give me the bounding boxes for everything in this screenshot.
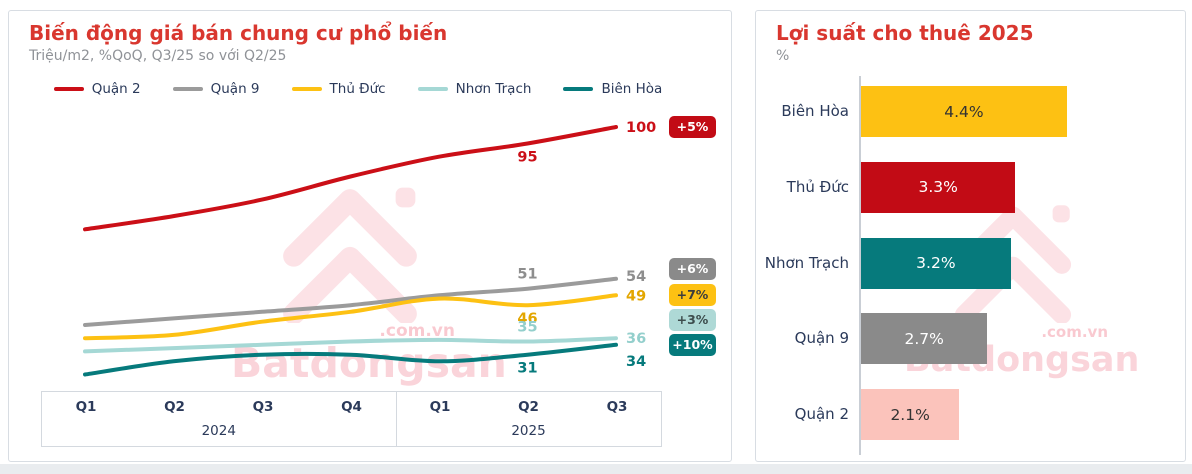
legend-item: Nhơn Trạch (417, 81, 532, 97)
x-axis-quarter-label: Q3 (252, 399, 274, 415)
bar: 3.2% (861, 237, 1011, 289)
legend-swatch (291, 87, 322, 91)
legend-label: Biên Hòa (601, 81, 663, 97)
page-title: Biến động giá bán chung cư phổ biến (29, 21, 448, 45)
legend-label: Quận 9 (210, 81, 260, 97)
legend-swatch (417, 87, 448, 91)
series-end-label: 100 (626, 120, 656, 136)
legend-label: Thủ Đức (329, 81, 386, 97)
change-badge: +5% (669, 116, 716, 138)
bar-chart-axis-line (859, 76, 861, 455)
series-end-label: 49 (626, 288, 646, 304)
x-axis-quarter-label: Q1 (75, 399, 97, 415)
change-badge: +10% (669, 334, 716, 356)
x-axis: Q1 Q2 Q3 Q4 Q1 Q2 Q3 2024 2025 (41, 391, 662, 447)
bar-category-label: Quận 9 (794, 329, 849, 348)
series-mid-label: 35 (517, 320, 537, 336)
series-line (83, 342, 618, 377)
bar-category-label: Nhơn Trạch (764, 253, 849, 272)
rental-yield-chart-panel: Lợi suất cho thuê 2025 % .com.vn Batdong… (755, 10, 1186, 462)
bar: 3.3% (861, 161, 1016, 213)
x-axis-quarter-label: Q3 (606, 399, 628, 415)
bar-category-label: Thủ Đức (786, 177, 849, 196)
chart-legend: Quận 2 Quận 9 Thủ Đức Nhơn Trạch Biên Hòa (9, 81, 707, 97)
bar-category-label: Biên Hòa (781, 102, 849, 120)
legend-item: Biên Hòa (563, 81, 662, 97)
line-chart: 100 95 54 51 49 46 36 35 34 31 (83, 120, 656, 377)
legend-item: Quận 2 (53, 81, 141, 97)
legend-swatch (172, 87, 203, 91)
x-axis-year-label: 2025 (511, 423, 546, 439)
series-end-label: 54 (626, 269, 646, 285)
x-axis-quarter-label: Q2 (518, 399, 539, 415)
legend-label: Quận 2 (91, 81, 141, 97)
change-badge: +7% (669, 284, 716, 306)
x-axis-quarter-label: Q1 (429, 399, 451, 415)
page-bottom-strip (0, 464, 1192, 474)
legend-swatch (53, 87, 84, 91)
series-mid-label: 31 (517, 361, 537, 377)
series-line (83, 336, 618, 354)
price-trend-chart-panel: Biến động giá bán chung cư phổ biến Triệ… (8, 10, 732, 462)
bar-chart: Biên Hòa 4.4% Thủ Đức 3.3% Nhơn Trạch 3.2% Quậ… (756, 76, 1187, 456)
series-line (83, 293, 618, 341)
chart-subtitle: Triệu/m2, %QoQ, Q3/25 so với Q2/25 (29, 48, 287, 64)
series-mid-label: 46 (517, 311, 537, 327)
x-axis-quarter-label: Q4 (341, 399, 362, 415)
change-badge: +3% (669, 309, 716, 331)
bar: 2.1% (861, 389, 960, 440)
x-axis-quarter-label: Q2 (164, 399, 185, 415)
bar: 2.7% (861, 313, 988, 365)
legend-label: Nhơn Trạch (455, 81, 532, 97)
series-mid-label: 95 (517, 150, 537, 166)
bar-category-label: Quận 2 (794, 405, 849, 423)
series-end-label: 36 (626, 331, 646, 347)
x-axis-year-label: 2024 (201, 423, 236, 439)
legend-swatch (563, 87, 594, 91)
chart-title: Lợi suất cho thuê 2025 (776, 21, 1034, 45)
legend-item: Thủ Đức (291, 81, 386, 97)
series-mid-label: 51 (517, 267, 537, 283)
legend-item: Quận 9 (172, 81, 260, 97)
series-line (83, 125, 618, 232)
series-end-label: 34 (626, 354, 646, 370)
x-axis-group-divider (395, 392, 397, 446)
change-badge: +6% (669, 258, 716, 280)
chart-subtitle: % (776, 48, 790, 64)
series-line (83, 276, 618, 327)
bar: 4.4% (861, 86, 1067, 137)
